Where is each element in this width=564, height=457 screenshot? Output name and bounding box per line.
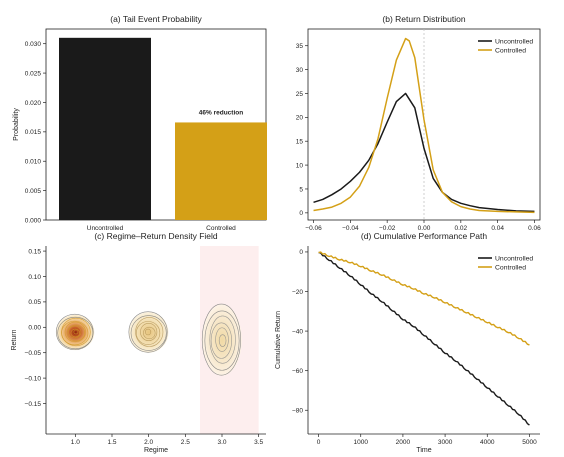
y-tick-label: −80 (292, 408, 303, 415)
legend-label: Uncontrolled (495, 38, 533, 45)
y-axis-label: Probability (13, 108, 20, 141)
contour-line (61, 320, 89, 346)
x-tick-label: 2000 (396, 439, 411, 446)
y-tick-label: 0.000 (25, 217, 42, 224)
chart-title: (d) Cumulative Performance Path (361, 231, 487, 241)
chart-title: (b) Return Distribution (382, 14, 465, 24)
series-line-controlled (318, 251, 530, 346)
reduction-annotation: 46% reduction (199, 109, 243, 116)
y-tick-label: 0.015 (25, 129, 42, 136)
y-tick-label: 0.010 (25, 159, 42, 166)
contour-line (135, 317, 164, 347)
contour-line (218, 334, 227, 347)
panel-regime-return-density: (c) Regime–Return Density Field −0.15 −0.1… (11, 231, 266, 454)
y-tick-label: −0.10 (25, 375, 42, 382)
y-tick-label: 10 (296, 162, 304, 169)
x-tick-label: −0.02 (379, 225, 396, 232)
y-tick-label: 0.00 (28, 325, 41, 332)
contour-line (73, 329, 79, 335)
x-tick-label: 5000 (522, 439, 537, 446)
legend-label: Controlled (495, 47, 526, 54)
x-axis-label: Regime (144, 447, 168, 454)
series-line-uncontrolled (318, 251, 530, 426)
x-tick-label: 3.0 (217, 439, 226, 446)
contour-line (215, 327, 229, 352)
y-tick-label: 25 (296, 91, 304, 98)
x-tick-label: 0.02 (454, 225, 467, 232)
x-tick-label: −0.06 (305, 225, 322, 232)
y-tick-label: −40 (292, 328, 303, 335)
x-axis-label: Time (416, 447, 431, 454)
density-fill-regime-3 (202, 304, 242, 376)
x-tick-label: 2.0 (144, 439, 153, 446)
x-tick-label: 3000 (438, 439, 453, 446)
density-fill-regime-1 (56, 314, 95, 351)
legend-label: Uncontrolled (495, 255, 533, 262)
y-tick-label: 30 (296, 67, 304, 74)
y-tick-label: 0 (299, 210, 303, 217)
contour-line (209, 315, 236, 364)
y-tick-label: 0 (299, 249, 303, 256)
x-tick-label: 0.04 (491, 225, 504, 232)
y-tick-label: −20 (292, 289, 303, 296)
contour-line (128, 311, 168, 353)
contour-line (143, 326, 156, 340)
y-tick-label: −0.05 (25, 350, 42, 357)
contour-line (64, 321, 86, 343)
contour-line (66, 324, 86, 342)
x-tick-label: 1000 (353, 439, 368, 446)
panel-tail-event-probability: (a) Tail Event Probability 0.000 0.005 0.01… (13, 14, 267, 232)
x-tick-label: 1.5 (107, 439, 116, 446)
y-tick-label: 0.020 (25, 100, 42, 107)
y-tick-label: −0.15 (25, 401, 42, 408)
x-tick-label: −0.04 (342, 225, 359, 232)
contour-line (210, 322, 232, 359)
bar-controlled (175, 122, 267, 220)
y-tick-label: 0.025 (25, 70, 42, 77)
y-tick-label: 0.05 (28, 299, 41, 306)
contour-line (68, 325, 82, 339)
y-tick-label: −60 (292, 368, 303, 375)
contour-line (140, 322, 158, 341)
bar-uncontrolled (59, 37, 151, 220)
x-tick-label: 0.00 (418, 225, 431, 232)
x-tick-label: 2.5 (181, 439, 190, 446)
contour-line (204, 310, 240, 371)
y-axis-label: Cumulative Return (275, 311, 282, 369)
chart-title: (a) Tail Event Probability (110, 14, 202, 24)
y-tick-label: 0.030 (25, 41, 42, 48)
y-tick-label: 0.10 (28, 274, 41, 281)
legend-label: Controlled (495, 264, 526, 271)
x-tick-label: 0.06 (528, 225, 541, 232)
contour-line (70, 328, 81, 338)
chart-title: (c) Regime–Return Density Field (94, 231, 218, 241)
contour-line (130, 315, 167, 351)
contour-line (57, 316, 94, 350)
contour-line (145, 328, 152, 336)
x-tick-label: 1.0 (71, 439, 80, 446)
series-line-uncontrolled (313, 92, 535, 213)
panel-return-distribution: (b) Return Distribution 0 5 10 15 20 25 30 35 −0.… (296, 14, 541, 232)
y-tick-label: 0.005 (25, 188, 42, 195)
x-tick-label: Controlled (206, 225, 236, 232)
contour-line (201, 303, 241, 376)
contour-line (135, 321, 161, 345)
panel-cumulative-performance: (d) Cumulative Performance Path −80 −60 −40… (275, 231, 540, 454)
x-tick-label: 3.5 (254, 439, 263, 446)
y-tick-label: 5 (299, 186, 303, 193)
y-tick-label: 20 (296, 115, 304, 122)
x-tick-label: 0 (317, 439, 321, 446)
series-line-controlled (313, 37, 535, 214)
y-axis-label: Return (11, 329, 18, 350)
x-tick-label: Uncontrolled (87, 225, 124, 232)
y-tick-label: 35 (296, 43, 304, 50)
x-tick-label: 4000 (480, 439, 495, 446)
y-tick-label: 15 (296, 139, 304, 146)
y-tick-label: 0.15 (28, 248, 41, 255)
